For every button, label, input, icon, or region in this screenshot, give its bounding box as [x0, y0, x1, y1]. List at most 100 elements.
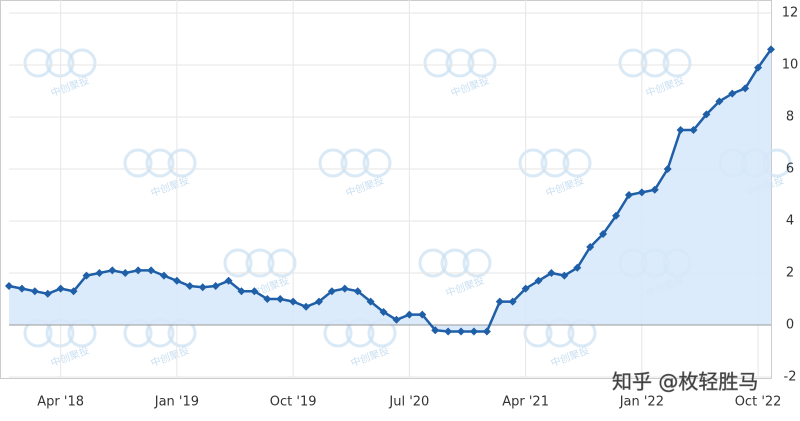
watermark-logo — [440, 248, 470, 278]
marker — [767, 45, 775, 54]
marker — [612, 211, 621, 220]
marker — [198, 283, 207, 292]
watermark-logo-text: 中创聚投 — [449, 74, 491, 100]
y-tick-label: 2 — [786, 266, 794, 281]
watermark-logo-text: 中创聚投 — [49, 74, 91, 100]
y-tick-label: -2 — [784, 370, 797, 385]
marker — [366, 297, 375, 306]
marker — [30, 287, 39, 296]
watermark-logo — [445, 48, 475, 78]
marker — [650, 185, 659, 194]
marker — [276, 295, 285, 303]
watermark-logo — [467, 48, 497, 78]
watermark-logo — [223, 248, 253, 278]
watermark-logo — [245, 248, 275, 278]
marker — [741, 84, 750, 93]
marker — [392, 315, 401, 324]
watermark-logo — [340, 148, 370, 178]
marker — [211, 282, 220, 290]
marker — [521, 284, 530, 293]
marker — [702, 110, 711, 119]
watermark-logo — [123, 148, 153, 178]
marker — [379, 308, 388, 316]
y-tick-label: 8 — [786, 110, 794, 125]
watermark-logo — [167, 148, 197, 178]
marker — [754, 63, 763, 72]
marker — [314, 297, 323, 306]
marker — [457, 327, 466, 336]
marker — [69, 287, 78, 296]
watermark-logo — [423, 48, 453, 78]
watermark-logo-text: 中创聚投 — [149, 344, 191, 370]
x-tick-label: Jan '19 — [154, 395, 199, 410]
marker — [43, 289, 52, 298]
x-tick-label: Apr '18 — [37, 395, 84, 410]
watermark-logo — [662, 48, 692, 78]
y-tick-label: 10 — [782, 58, 799, 73]
marker — [108, 266, 117, 275]
marker — [237, 287, 246, 296]
watermark-logo — [23, 48, 53, 78]
watermark-logo-text: 中创聚投 — [149, 174, 191, 200]
marker — [508, 297, 517, 306]
watermark-logo — [462, 248, 492, 278]
marker — [599, 230, 608, 238]
marker — [418, 310, 427, 319]
x-tick-label: Oct '22 — [735, 395, 782, 410]
marker — [482, 327, 491, 336]
watermark-logo — [318, 148, 348, 178]
watermark-logo — [540, 148, 570, 178]
marker — [159, 271, 168, 280]
marker — [353, 287, 362, 296]
watermark-logo-text: 中创聚投 — [644, 74, 686, 100]
marker — [340, 284, 349, 293]
marker — [676, 126, 685, 134]
marker — [5, 282, 13, 290]
watermark-logo — [418, 248, 448, 278]
watermark-logo — [362, 148, 392, 178]
marker — [95, 269, 104, 277]
y-tick-label: 0 — [786, 318, 794, 333]
marker — [17, 284, 26, 293]
watermark-logo-text: 中创聚投 — [349, 344, 391, 370]
x-tick-label: Oct '19 — [270, 395, 317, 410]
marker — [469, 327, 478, 336]
marker — [56, 284, 65, 293]
marker — [172, 276, 181, 285]
marker — [573, 263, 582, 272]
y-tick-label: 6 — [786, 162, 794, 177]
marker — [147, 266, 156, 275]
marker — [586, 243, 595, 251]
marker — [405, 310, 414, 319]
area — [9, 49, 771, 332]
watermark-logo-text: 中创聚投 — [444, 274, 486, 300]
watermark-logo-text: 中创聚投 — [549, 344, 591, 370]
marker — [495, 297, 504, 306]
marker — [327, 287, 336, 296]
marker — [82, 271, 91, 280]
plot-frame — [0, 0, 772, 379]
watermark-logo-text: 中创聚投 — [544, 174, 586, 200]
marker — [224, 276, 233, 285]
marker — [728, 89, 737, 98]
watermark-logo-text: 中创聚投 — [49, 344, 91, 370]
watermark-logo — [45, 48, 75, 78]
marker — [250, 287, 259, 296]
watermark-logo — [562, 148, 592, 178]
marker — [637, 188, 646, 197]
marker — [121, 269, 130, 277]
marker — [624, 191, 633, 199]
y-tick-label: 12 — [782, 6, 799, 21]
y-tick-label: 4 — [786, 214, 794, 229]
watermark-logo — [518, 148, 548, 178]
marker — [715, 97, 724, 106]
marker — [431, 326, 440, 335]
watermark: 知乎 @枚轻胜马 — [612, 370, 758, 394]
x-tick-label: Apr '21 — [502, 395, 549, 410]
marker — [663, 165, 672, 173]
watermark-logo — [67, 48, 97, 78]
watermark-logo — [618, 48, 648, 78]
marker — [263, 295, 272, 303]
watermark-logo — [267, 248, 297, 278]
